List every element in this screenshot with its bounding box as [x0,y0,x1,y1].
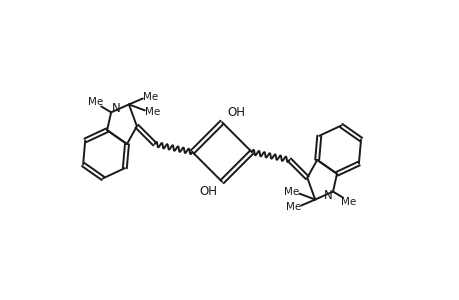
Text: N: N [323,189,332,202]
Text: Me: Me [285,202,300,212]
Text: Me: Me [88,98,103,107]
Text: OH: OH [199,185,217,198]
Text: Me: Me [145,107,160,117]
Text: N: N [112,102,120,115]
Text: Me: Me [283,187,298,196]
Text: Me: Me [143,92,158,101]
Text: OH: OH [226,106,244,119]
Text: Me: Me [341,196,356,206]
